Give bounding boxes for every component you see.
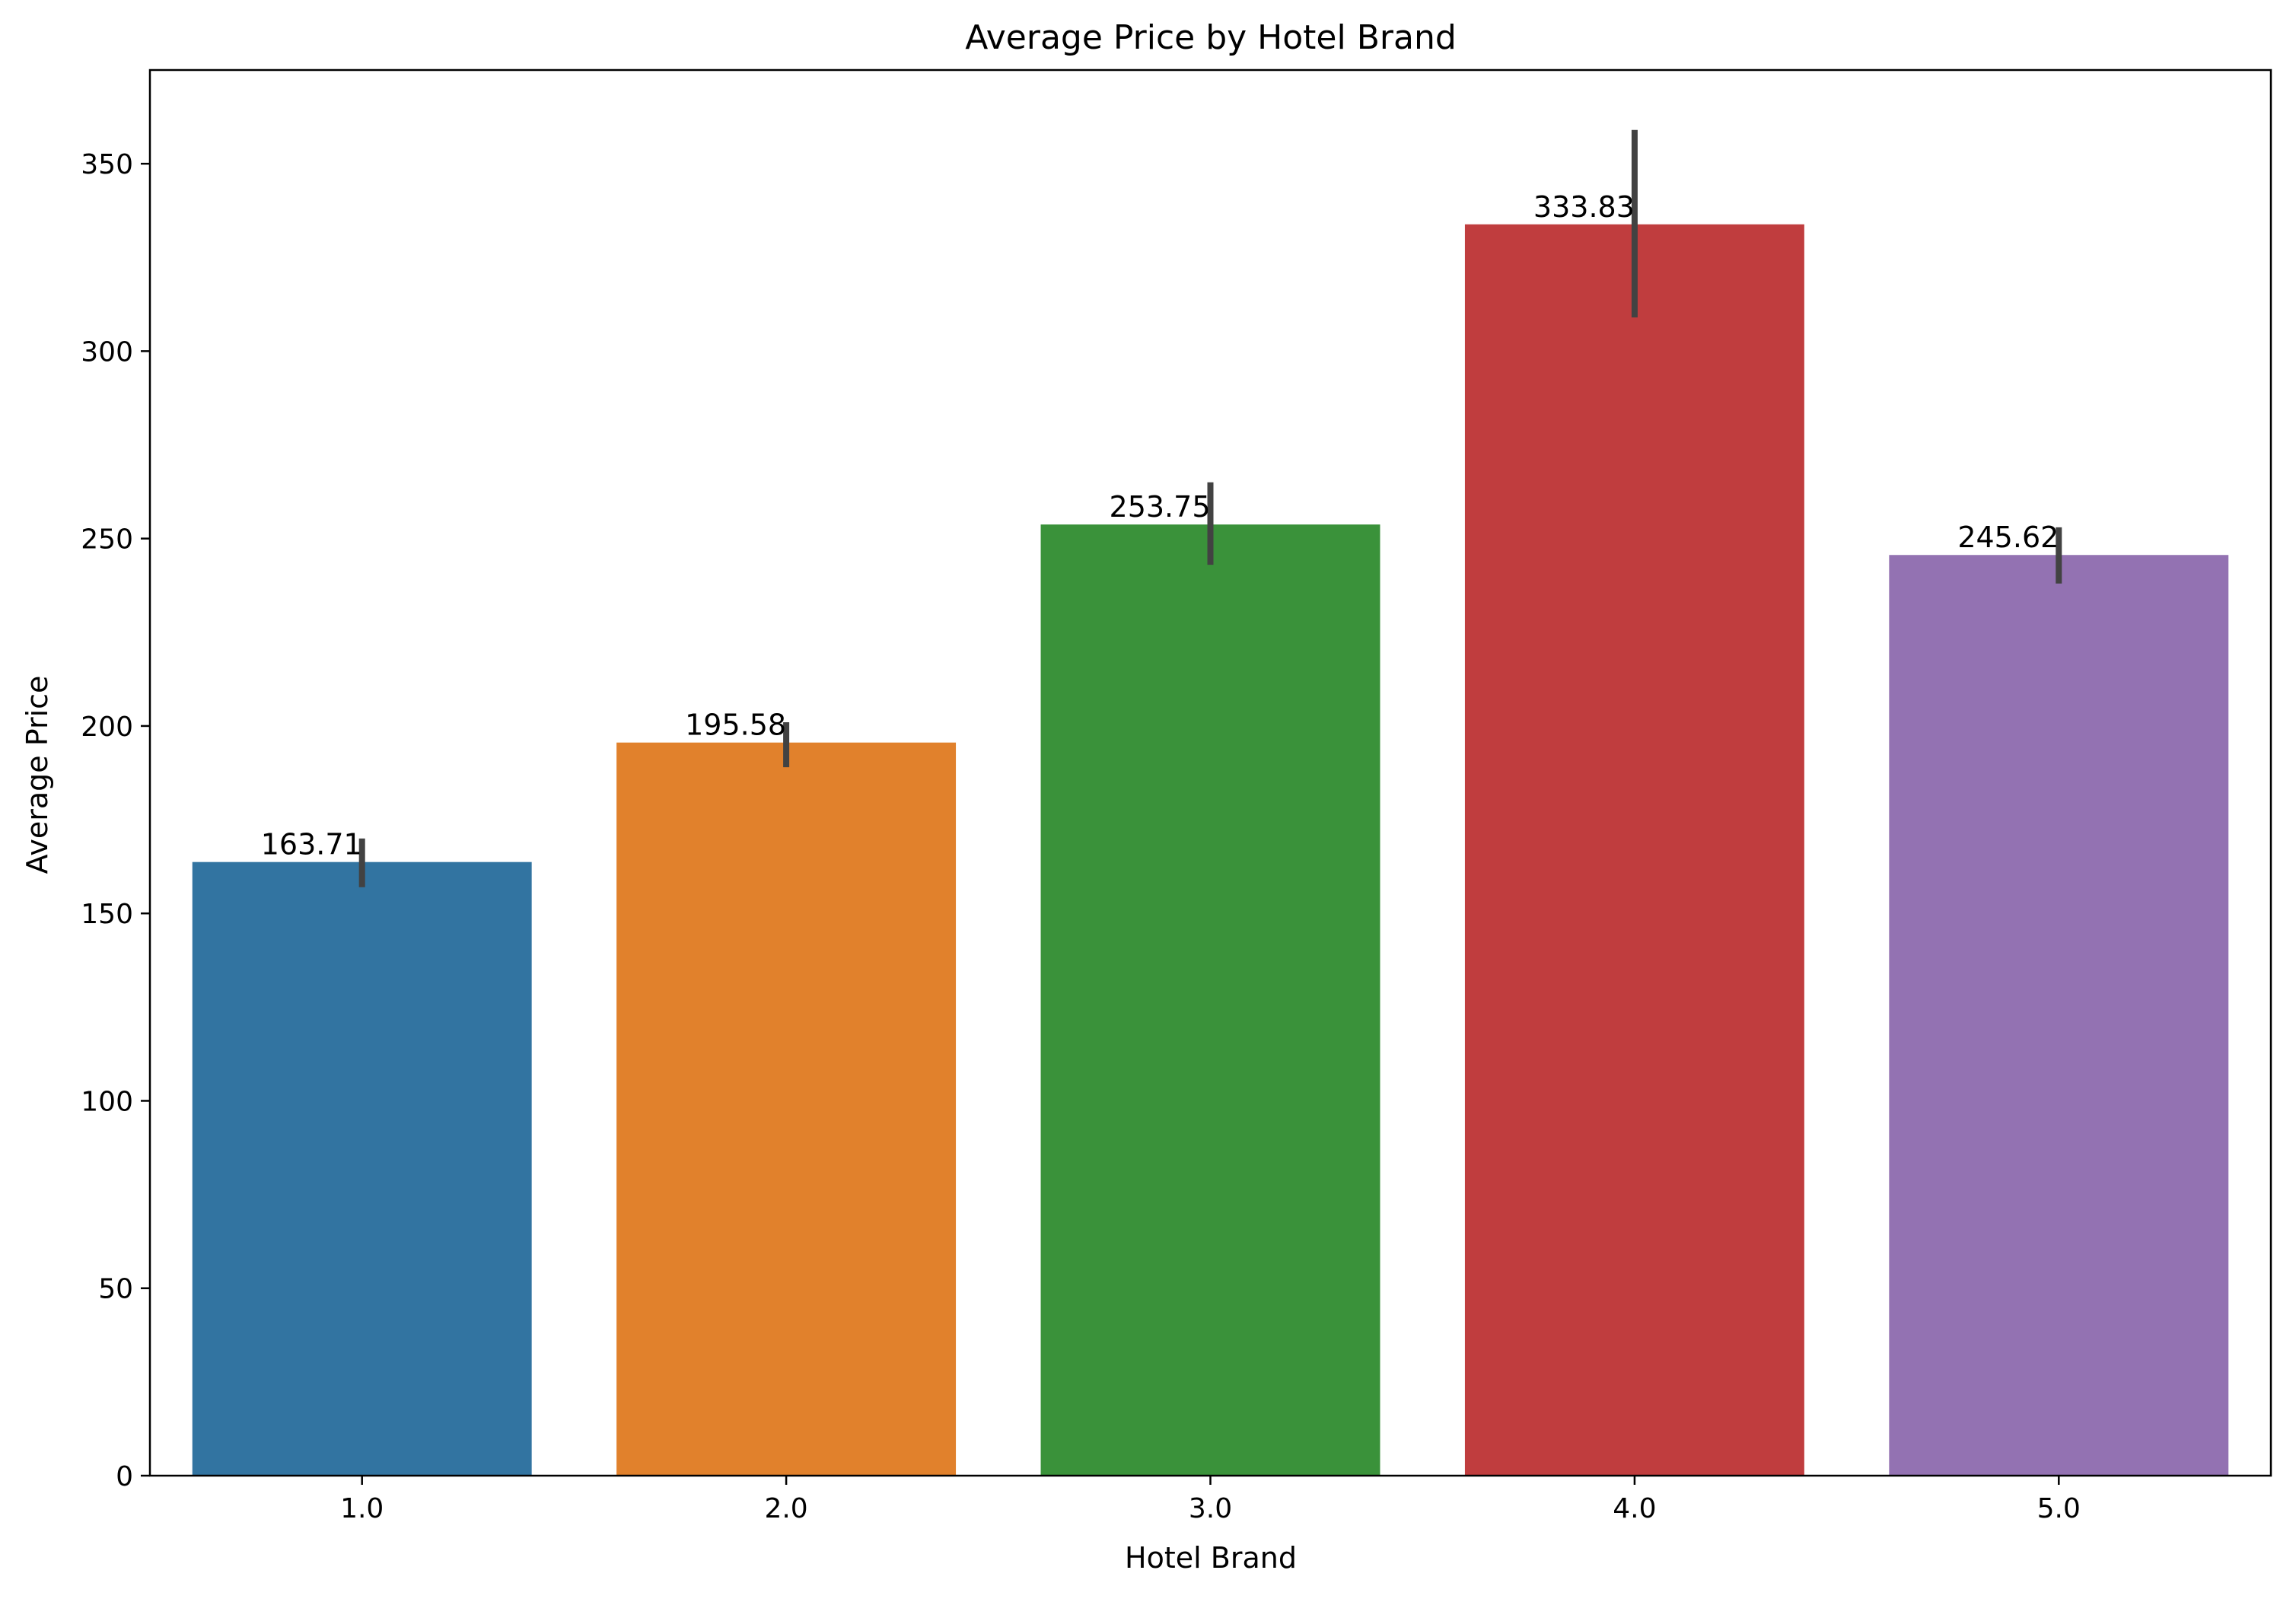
bars-layer [192,224,2229,1476]
data-label-1: 163.71 [261,828,362,862]
bar-1 [192,862,532,1476]
data-label-4: 333.83 [1533,190,1635,224]
x-tick-label-4: 4.0 [1613,1493,1656,1524]
x-tick-label-3: 3.0 [1189,1493,1232,1524]
axes-layer: 0 50 100 150 200 250 300 350 1.0 2.0 3.0 4.0 5.0 [81,68,2272,1524]
y-tick-label-0: 0 [116,1461,133,1492]
data-labels-layer: 163.71 195.58 253.75 333.83 245.62 [261,190,2059,862]
x-tick-label-1: 1.0 [340,1493,384,1524]
y-tick-label-350: 350 [81,149,133,180]
y-tick-label-300: 300 [81,336,133,368]
x-tick-label-5: 5.0 [2037,1493,2081,1524]
error-bars-layer [358,129,2062,887]
x-axis-label: Hotel Brand [1125,1541,1297,1575]
bar-2 [616,742,957,1476]
data-label-3: 253.75 [1110,490,1211,524]
data-label-5: 245.62 [1957,521,2059,554]
y-tick-label-200: 200 [81,712,133,743]
bar-5 [1889,555,2229,1476]
y-tick-label-250: 250 [81,524,133,556]
x-tick-label-2: 2.0 [764,1493,807,1524]
data-label-2: 195.58 [685,709,786,742]
y-axis-label: Average Price [21,676,54,874]
y-tick-label-150: 150 [81,899,133,930]
bar-3 [1040,524,1380,1476]
y-tick-label-50: 50 [98,1274,133,1305]
y-tick-label-100: 100 [81,1086,133,1117]
bar-4 [1464,224,1804,1476]
chart-title: Average Price by Hotel Brand [965,18,1457,57]
